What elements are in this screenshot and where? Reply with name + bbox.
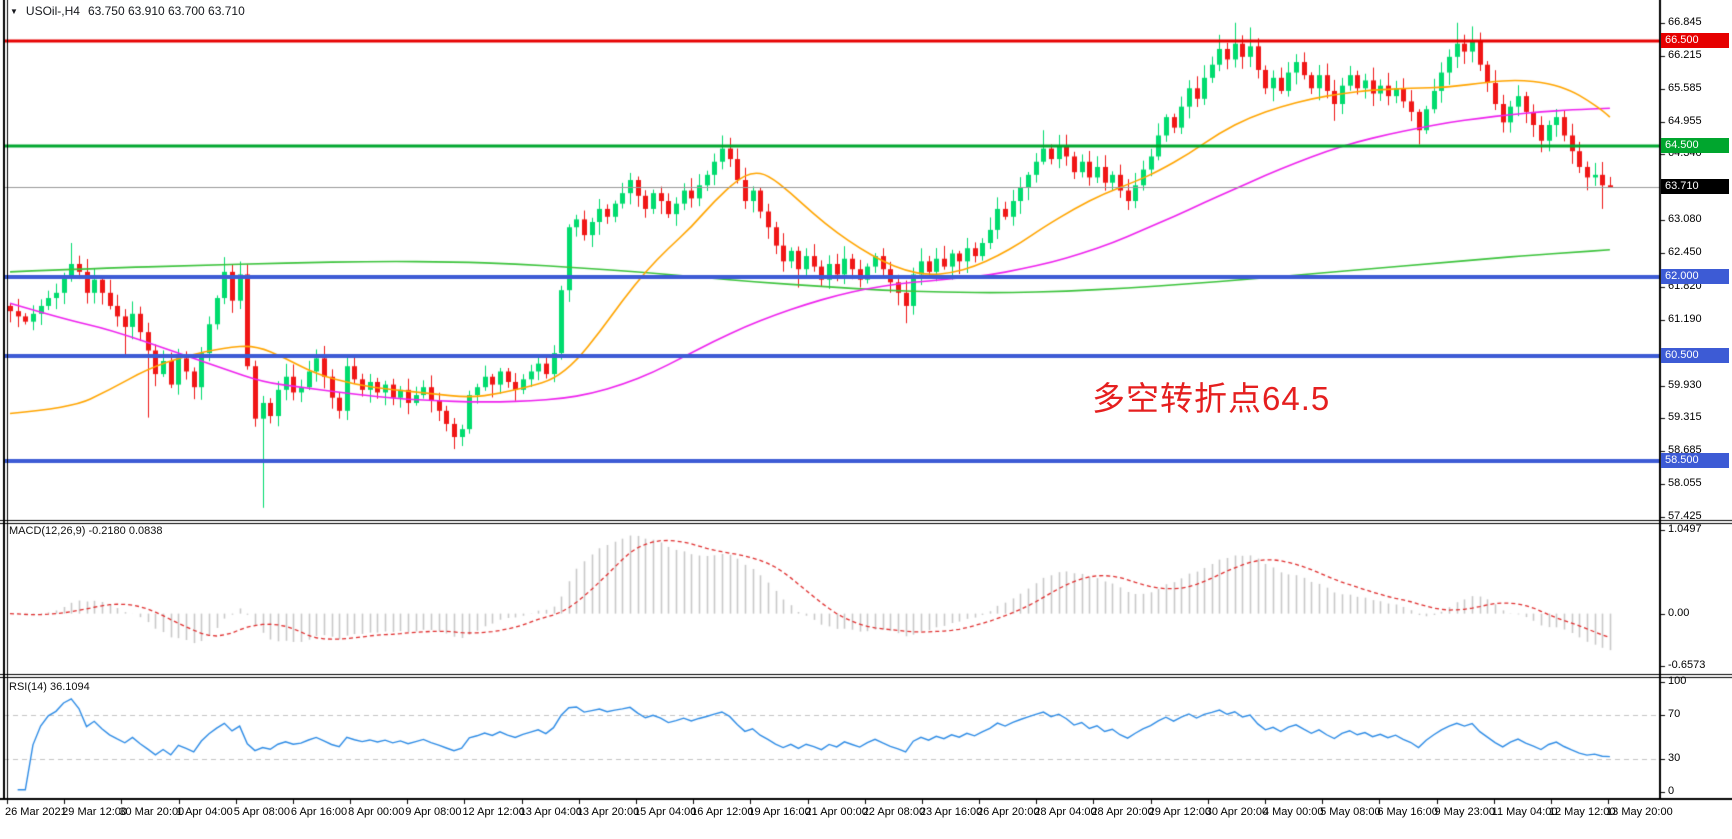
price-tick-label: 66.845 xyxy=(1668,16,1702,28)
macd-axis-label: 1.0497 xyxy=(1668,523,1702,535)
time-axis-label: 22 Apr 08:00 xyxy=(862,806,926,818)
time-axis-label: 29 Apr 12:00 xyxy=(1148,806,1211,818)
ohlc-quote-label: 63.750 63.910 63.700 63.710 xyxy=(87,4,245,18)
time-axis-label: 15 Apr 04:00 xyxy=(633,806,697,818)
price-tick-label: 66.215 xyxy=(1668,49,1702,62)
price-tick-label: 63.080 xyxy=(1668,213,1702,226)
time-axis-label: 11 May 04:00 xyxy=(1491,806,1558,818)
rsi-axis-label: 0 xyxy=(1668,785,1675,797)
time-axis-label: 6 Apr 16:00 xyxy=(290,806,348,818)
price-tick-label: 61.190 xyxy=(1668,312,1702,325)
price-tick-label: 64.955 xyxy=(1668,115,1702,128)
price-badge-58.500: 58.500 xyxy=(1661,452,1729,468)
time-axis-label: 5 Apr 08:00 xyxy=(233,806,290,818)
time-axis-label: 23 Apr 16:00 xyxy=(919,806,983,818)
time-axis-label: 12 Apr 12:00 xyxy=(462,806,525,818)
price-tick-label: 57.425 xyxy=(1668,510,1702,522)
chart-dropdown-icon[interactable]: ▼ xyxy=(10,6,18,16)
macd-indicator-label: MACD(12,26,9) -0.2180 0.0838 xyxy=(9,525,163,537)
chart-text-annotation: 多空转折点64.5 xyxy=(1092,380,1331,417)
price-badge-60.500: 60.500 xyxy=(1661,347,1729,363)
rsi-axis-label: 30 xyxy=(1668,752,1681,764)
time-axis-label: 9 Apr 08:00 xyxy=(405,806,462,818)
price-tick-label: 59.930 xyxy=(1668,378,1702,391)
price-tick-label: 62.450 xyxy=(1668,246,1702,259)
chart-title: ▼ USOil-,H4 63.750 63.910 63.700 63.710 xyxy=(10,4,245,18)
time-axis-label: 13 Apr 04:00 xyxy=(519,806,582,818)
time-axis-label: 13 Apr 20:00 xyxy=(576,806,640,818)
time-axis-label: 1 Apr 04:00 xyxy=(176,806,233,818)
time-axis-label: 28 Apr 04:00 xyxy=(1034,806,1097,818)
macd-axis-label: 0.00 xyxy=(1668,606,1690,619)
time-axis-label: 28 Apr 20:00 xyxy=(1091,806,1154,818)
time-axis-label: 6 May 16:00 xyxy=(1377,806,1438,818)
time-axis-label: 30 Apr 20:00 xyxy=(1205,806,1269,818)
symbol-period-label: USOil-,H4 xyxy=(25,4,80,18)
rsi-axis-label: 70 xyxy=(1668,708,1681,720)
time-axis-label: 26 Apr 20:00 xyxy=(977,806,1040,818)
time-axis-label: 16 Apr 12:00 xyxy=(691,806,754,818)
time-axis-label: 5 May 08:00 xyxy=(1320,806,1381,818)
price-badge-64.500: 64.500 xyxy=(1661,137,1729,153)
price-badge-63.710: 63.710 xyxy=(1661,179,1729,195)
time-axis-label: 21 Apr 00:00 xyxy=(805,806,868,818)
time-axis-label: 4 May 00:00 xyxy=(1262,806,1324,818)
time-axis-label: 19 Apr 16:00 xyxy=(748,806,811,818)
price-tick-label: 65.585 xyxy=(1668,82,1702,95)
time-axis-label: 12 May 12:00 xyxy=(1548,806,1616,818)
rsi-indicator-label: RSI(14) 36.1094 xyxy=(9,681,90,693)
time-axis-label: 26 Mar 2021 xyxy=(5,806,67,818)
time-axis-label: 9 May 23:00 xyxy=(1434,806,1496,818)
macd-axis-label: -0.6573 xyxy=(1668,659,1706,671)
time-axis-label: 8 Apr 00:00 xyxy=(348,806,405,818)
time-axis-label: 30 Mar 20:00 xyxy=(119,806,185,818)
time-axis-label: 13 May 20:00 xyxy=(1606,806,1673,818)
price-tick-label: 59.315 xyxy=(1668,410,1702,423)
price-badge-62.000: 62.000 xyxy=(1661,269,1729,285)
price-tick-label: 58.055 xyxy=(1668,476,1702,489)
time-axis-label: 29 Mar 12:00 xyxy=(62,806,127,818)
rsi-axis-label: 100 xyxy=(1668,675,1687,687)
price-badge-66.500: 66.500 xyxy=(1661,33,1729,49)
